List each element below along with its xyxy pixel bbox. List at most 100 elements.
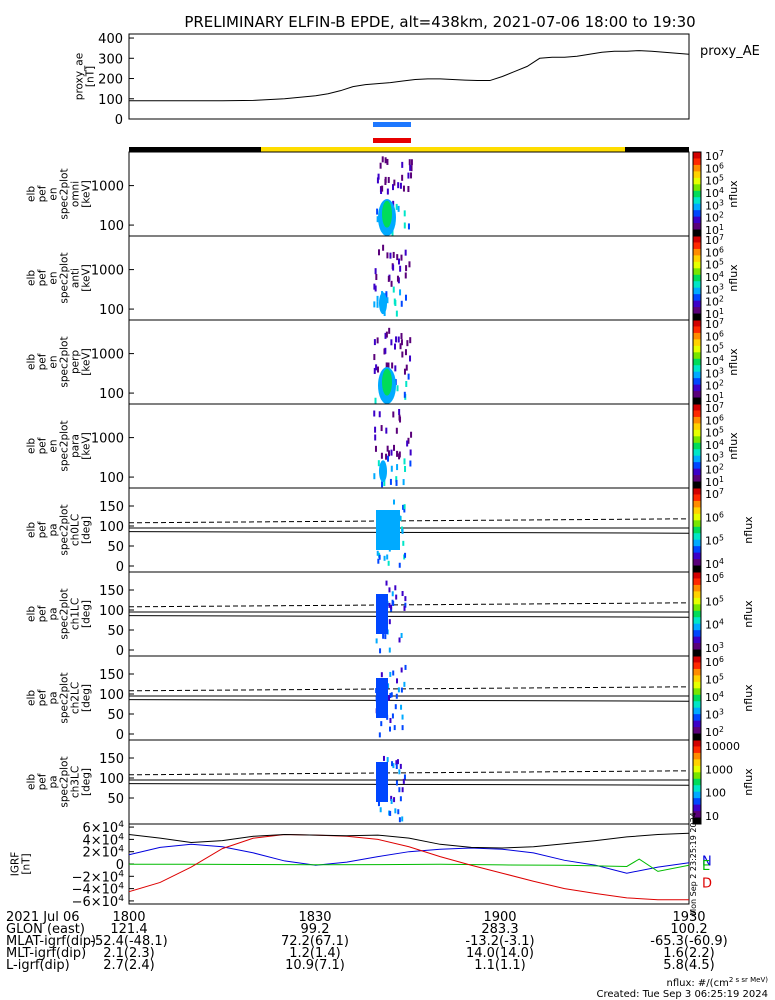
flux-pixel xyxy=(373,301,376,308)
spectrogram-colorbar-band xyxy=(693,281,701,289)
spectrogram-ylabel-line: en xyxy=(48,355,60,368)
pitch-angle-pixel xyxy=(401,591,404,597)
flux-pixel xyxy=(384,332,387,339)
pitch-angle-pixel xyxy=(401,816,404,822)
colorbar-tick: 106 xyxy=(705,571,724,586)
pitch-angle-ytick: 150 xyxy=(99,500,124,515)
footer-cell: 283.3 xyxy=(481,922,518,937)
spectrogram-colorbar-band xyxy=(693,223,701,231)
flux-pixel xyxy=(392,264,395,271)
pitch-angle-pixel xyxy=(398,562,401,568)
flux-pixel xyxy=(390,280,393,287)
spectrogram-colorbar-band xyxy=(693,326,701,334)
pitch-angle-colorbar-band xyxy=(693,727,701,735)
flux-pixel xyxy=(374,285,377,292)
spectrogram-colorbar-band xyxy=(693,313,701,321)
spectrogram-colorbar-band xyxy=(693,462,701,470)
spectrogram-ylabel: elb pef en spec2plot para [keV] xyxy=(26,420,93,471)
colorbar-tick: 104 xyxy=(705,557,724,572)
pitch-angle-pixel xyxy=(379,648,382,654)
pitch-angle-pixel xyxy=(399,763,402,769)
pitch-angle-pixel xyxy=(393,797,396,803)
flux-pixel xyxy=(410,172,413,179)
pitch-angle-pixel xyxy=(395,594,398,600)
footer-cell: 1930 xyxy=(672,910,705,925)
footer-cell: 1.6(2.2) xyxy=(663,946,715,961)
pitch-angle-colorbar-band xyxy=(693,798,701,806)
spectrogram-colorbar-band xyxy=(693,307,701,315)
flux-pixel xyxy=(391,229,394,236)
spectrogram-colorbar-band xyxy=(693,248,701,256)
pitch-angle-colorbar-band xyxy=(693,740,701,747)
footer-cell: -13.2(-3.1) xyxy=(465,934,534,949)
pitch-angle-pixel xyxy=(402,778,405,784)
footer-cell: 1830 xyxy=(298,910,331,925)
proxy-ae-ylabel-line: [nT] xyxy=(85,66,97,87)
pitch-angle-pixel xyxy=(389,726,392,732)
pitch-angle-ytick: 0 xyxy=(116,644,124,659)
footer-cell: MLAT-igrf(dip) xyxy=(6,934,96,949)
footer-cell: 1900 xyxy=(483,910,516,925)
pitch-angle-pixel xyxy=(389,810,392,816)
flux-pixel xyxy=(404,294,407,301)
flux-pixel xyxy=(395,203,398,210)
flux-pixel xyxy=(399,343,402,350)
flux-pixel xyxy=(406,440,409,447)
pitch-angle-colorbar-band xyxy=(693,649,701,657)
pitch-angle-ytick: 50 xyxy=(107,540,124,555)
spectrogram-colorbar-band xyxy=(693,391,701,399)
flux-pixel xyxy=(410,159,413,166)
spectrogram-ylabel-line: en xyxy=(48,439,60,452)
flux-pixel xyxy=(396,275,399,282)
pitch-angle-pixel xyxy=(392,763,395,769)
pitch-angle-pixel xyxy=(386,757,389,763)
flux-pixel xyxy=(404,249,407,256)
flux-pixel xyxy=(409,164,412,171)
pitch-angle-core xyxy=(376,762,388,802)
igrf-ylabel-line: [nT] xyxy=(21,853,33,874)
pitch-angle-ylabel-line: spec2plot xyxy=(59,756,71,807)
flux-pixel xyxy=(403,368,406,375)
pitch-angle-pixel xyxy=(394,808,397,814)
pitch-angle-pixel xyxy=(402,540,405,546)
pitch-angle-pixel xyxy=(388,602,391,608)
spectrogram-colorbar-band xyxy=(693,436,701,444)
pitch-angle-pixel xyxy=(379,807,382,813)
spectrogram-ytick: 1000 xyxy=(91,348,124,363)
pitch-angle-pixel xyxy=(399,515,402,521)
pitch-angle-ylabel: elb pef pa spec2plot ch2LC [deg] xyxy=(26,672,93,723)
flux-pixel xyxy=(387,362,390,369)
flux-pixel xyxy=(383,480,386,487)
pitch-angle-pixel xyxy=(375,638,378,644)
pitch-angle-colorbar-band xyxy=(693,804,701,812)
pitch-angle-ylabel-line: ch2LC xyxy=(70,682,82,714)
pitch-angle-pixel xyxy=(378,554,381,560)
footer-cell: 5.8(4.5) xyxy=(663,958,715,973)
pitch-angle-colorbar-band xyxy=(693,630,701,638)
flux-pixel xyxy=(377,460,380,467)
colorbar-tick: 104 xyxy=(705,690,724,705)
spectrogram-colorbar-band xyxy=(693,261,701,269)
footer-cell: GLON (east) xyxy=(6,922,85,937)
pitch-angle-pixel xyxy=(377,558,380,564)
pitch-angle-pixel xyxy=(391,591,394,597)
spectrogram-ytick: 100 xyxy=(99,303,124,318)
spectrogram-colorbar-band xyxy=(693,339,701,347)
flux-pixel xyxy=(373,410,376,417)
spectrogram-ylabel-line: [keV] xyxy=(81,432,93,460)
pitch-angle-pixel xyxy=(395,760,398,766)
flux-pixel xyxy=(376,208,379,215)
pitch-angle-pixel xyxy=(378,732,381,738)
orbit-bar-day xyxy=(261,147,625,152)
flux-pixel xyxy=(404,349,407,356)
spectrogram-colorbar-band xyxy=(693,475,701,483)
pitch-angle-colorbar-band xyxy=(693,578,701,586)
spectrogram-colorbar-band xyxy=(693,203,701,211)
pitch-angle-colorbar-band xyxy=(693,533,701,541)
pitch-angle-ylabel-line: spec2plot xyxy=(59,588,71,639)
pitch-angle-pixel xyxy=(401,714,404,720)
pitch-angle-ytick: 50 xyxy=(107,624,124,639)
flux-pixel xyxy=(385,362,388,369)
flux-pixel xyxy=(404,272,407,279)
